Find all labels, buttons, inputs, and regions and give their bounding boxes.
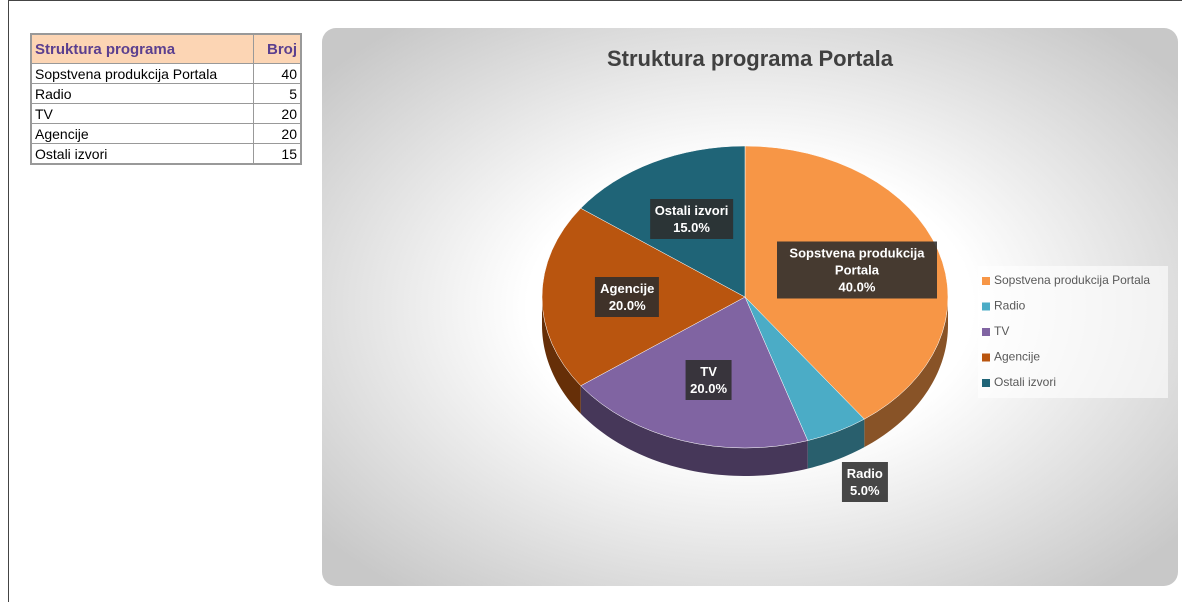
header-cell: Struktura programa — [30, 33, 254, 64]
data-label-value: 5.0% — [849, 482, 880, 498]
data-label-value: 40.0% — [838, 279, 876, 295]
data-label: Ostali izvori 15.0% — [649, 198, 734, 239]
legend-label: Ostali izvori — [994, 375, 1056, 389]
legend-swatch — [982, 302, 990, 311]
data-label: Agencije 20.0% — [595, 277, 660, 317]
data-label-category: Ostali izvori — [654, 202, 729, 218]
legend-swatch — [982, 328, 990, 336]
cell: Agencije — [30, 123, 254, 144]
legend-swatch — [982, 379, 990, 387]
table-row: Sopstvena produkcija Portala 40 — [30, 63, 302, 84]
cell: Sopstvena produkcija Portala — [30, 63, 254, 84]
header-cell: Broj — [253, 33, 302, 64]
slice-side — [580, 385, 808, 476]
cell: 20 — [253, 123, 302, 144]
legend-box — [978, 266, 1168, 398]
cell: 15 — [253, 143, 302, 165]
sheet-frame — [8, 0, 1182, 602]
chart-title: Struktura programa Portala — [607, 46, 894, 71]
slice-side — [542, 297, 581, 414]
slice-side — [807, 419, 865, 469]
data-label: TV 20.0% — [685, 360, 733, 401]
legend-label: TV — [994, 324, 1009, 338]
table-row: Ostali izvori 15 — [30, 143, 302, 165]
table-row: TV 20 — [30, 103, 302, 124]
data-label-value: 20.0% — [608, 298, 646, 313]
data-label-value: 20.0% — [690, 381, 728, 397]
legend-swatch — [982, 277, 990, 285]
data-label-category: Sopstvena produkcija Portala — [789, 245, 925, 278]
data-label-value: 15.0% — [673, 219, 710, 235]
data-label-category: Agencije — [600, 281, 655, 296]
legend-label: Sopstvena produkcija Portala — [994, 273, 1150, 287]
legend-swatch — [982, 353, 990, 362]
table-row: Agencije 20 — [30, 123, 302, 144]
data-label-category: Radio — [846, 465, 883, 481]
cell: 40 — [253, 63, 302, 84]
legend-label: Agencije — [994, 350, 1040, 364]
data-table: Struktura programa Broj Sopstvena produk… — [30, 33, 302, 165]
legend-label: Radio — [994, 299, 1026, 313]
data-label-category: TV — [700, 364, 717, 380]
cell: Ostali izvori — [30, 143, 254, 165]
data-label: Radio 5.0% — [841, 461, 888, 502]
slice-side — [864, 297, 948, 448]
data-label: Sopstvena produkcija Portala 40.0% — [776, 241, 937, 299]
